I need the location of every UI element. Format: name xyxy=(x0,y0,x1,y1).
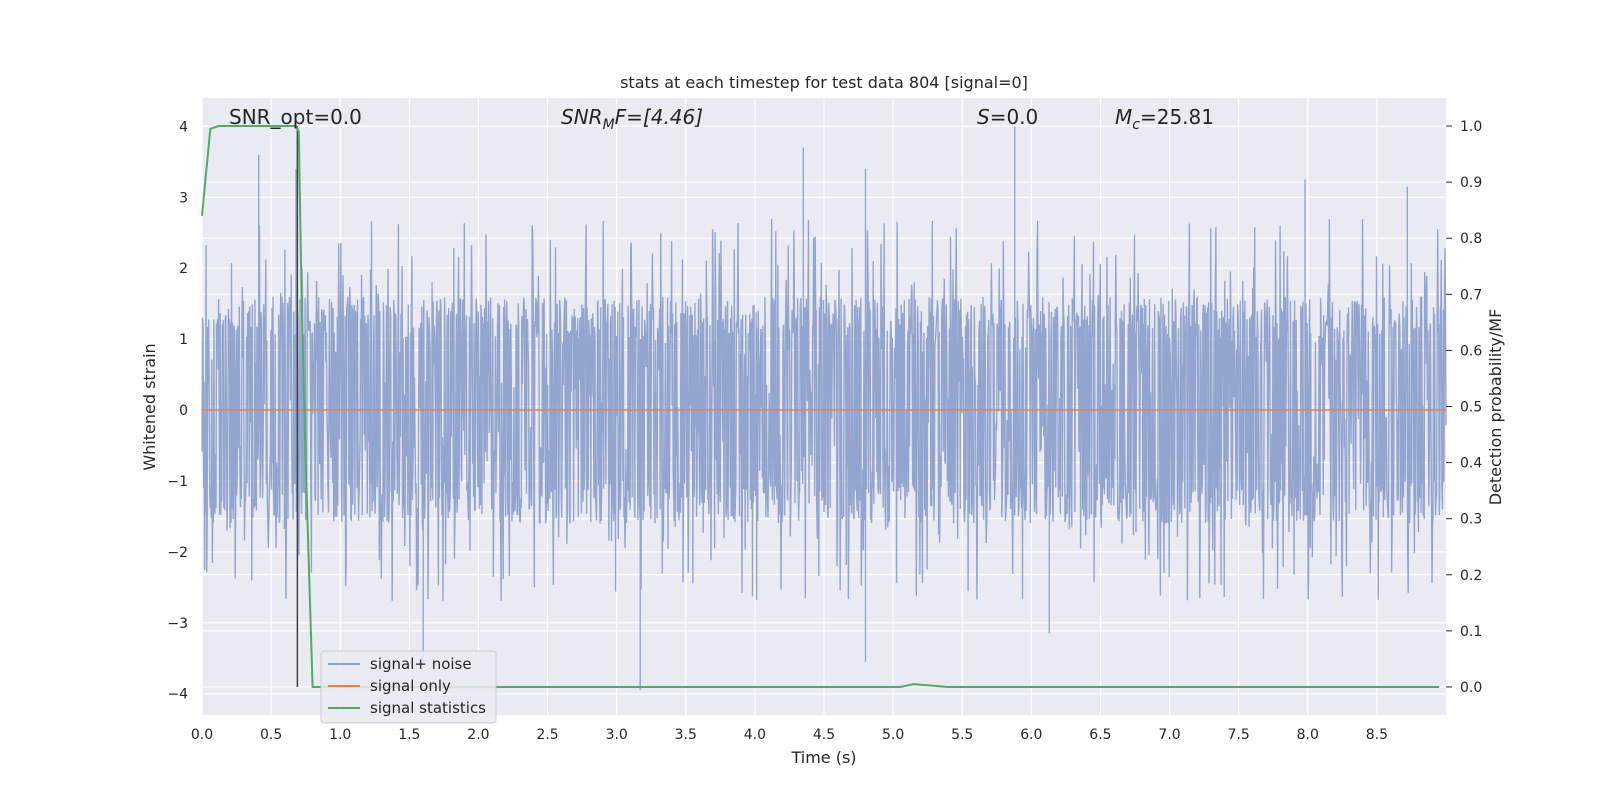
series-signal-noise xyxy=(201,126,1447,691)
x-tick-label: 0.5 xyxy=(260,727,282,743)
y-tick-label: −4 xyxy=(167,687,188,703)
y-tick-label: −1 xyxy=(167,474,188,490)
signal-statistics-line xyxy=(201,125,1440,688)
x-tick-label: 8.5 xyxy=(1366,727,1388,743)
y2-tick-label: 0.9 xyxy=(1460,175,1482,191)
x-tick-label: 4.5 xyxy=(813,727,835,743)
series-signal-statistics xyxy=(201,125,1440,688)
y2-axis-label: Detection probability/MF xyxy=(1486,309,1505,506)
y-tick-label: 3 xyxy=(179,190,188,206)
y2-tick-label: 0.6 xyxy=(1460,343,1482,359)
y-tick-label: −3 xyxy=(167,616,188,632)
x-tick-label: 3.0 xyxy=(606,727,628,743)
annotation-snr-mf: SNRMF=[4.46] xyxy=(561,105,703,133)
y-tick-label: 4 xyxy=(179,119,188,135)
annotation-snr-opt: SNR_opt=0.0 xyxy=(229,105,362,129)
x-tick-label: 5.0 xyxy=(882,727,904,743)
y-tick-label: 1 xyxy=(179,332,188,348)
y2-tick-label: 0.7 xyxy=(1460,287,1482,303)
y2-tick-label: 0.4 xyxy=(1460,456,1482,472)
x-tick-label: 2.5 xyxy=(536,727,558,743)
x-axis-label: Time (s) xyxy=(790,748,856,767)
y-tick-label: −2 xyxy=(167,545,188,561)
y2-tick-label: 0.2 xyxy=(1460,568,1482,584)
x-tick-label: 3.5 xyxy=(675,727,697,743)
legend: signal+ noise signal only signal statist… xyxy=(320,650,497,724)
legend-label-signal-only: signal only xyxy=(370,677,451,695)
x-tick-label: 2.0 xyxy=(467,727,489,743)
y2-axis-ticks: 1.0 0.9 0.8 0.7 0.6 0.5 0.4 0.3 0.2 0.1 0.0 xyxy=(1446,119,1482,696)
y-tick-label: 0 xyxy=(179,403,188,419)
chart-title: stats at each timestep for test data 804… xyxy=(620,73,1028,92)
y2-tick-label: 0.5 xyxy=(1460,400,1482,416)
legend-label-signal-noise: signal+ noise xyxy=(370,655,472,673)
y2-tick-label: 0.8 xyxy=(1460,231,1482,247)
y2-tick-label: 0.1 xyxy=(1460,624,1482,640)
x-tick-label: 4.0 xyxy=(744,727,766,743)
x-tick-label: 1.5 xyxy=(398,727,420,743)
x-tick-label: 6.5 xyxy=(1089,727,1111,743)
y2-tick-label: 0.3 xyxy=(1460,512,1482,528)
y2-tick-label: 0.0 xyxy=(1460,680,1482,696)
annotation-mc: Mc=25.81 xyxy=(1115,105,1214,133)
x-tick-label: 7.5 xyxy=(1228,727,1250,743)
x-tick-label: 6.0 xyxy=(1020,727,1042,743)
y-tick-label: 2 xyxy=(179,261,188,277)
x-tick-label: 1.0 xyxy=(329,727,351,743)
y2-tick-label: 1.0 xyxy=(1460,119,1482,135)
legend-box xyxy=(320,650,497,724)
x-tick-label: 7.0 xyxy=(1158,727,1180,743)
y-axis-label: Whitened strain xyxy=(140,343,159,470)
legend-label-signal-statistics: signal statistics xyxy=(370,699,486,717)
x-tick-label: 5.5 xyxy=(951,727,973,743)
x-tick-label: 0.0 xyxy=(191,727,213,743)
x-axis-ticks: 0.0 0.5 1.0 1.5 2.0 2.5 3.0 3.5 4.0 4.5 5.0 5.5 6.0 6… xyxy=(191,727,1388,743)
signal-noise-line xyxy=(201,126,1447,691)
x-tick-label: 8.0 xyxy=(1297,727,1319,743)
y-axis-ticks: 4 3 2 1 0 −1 −2 −3 −4 xyxy=(167,119,188,702)
annotation-s: S=0.0 xyxy=(977,105,1038,129)
